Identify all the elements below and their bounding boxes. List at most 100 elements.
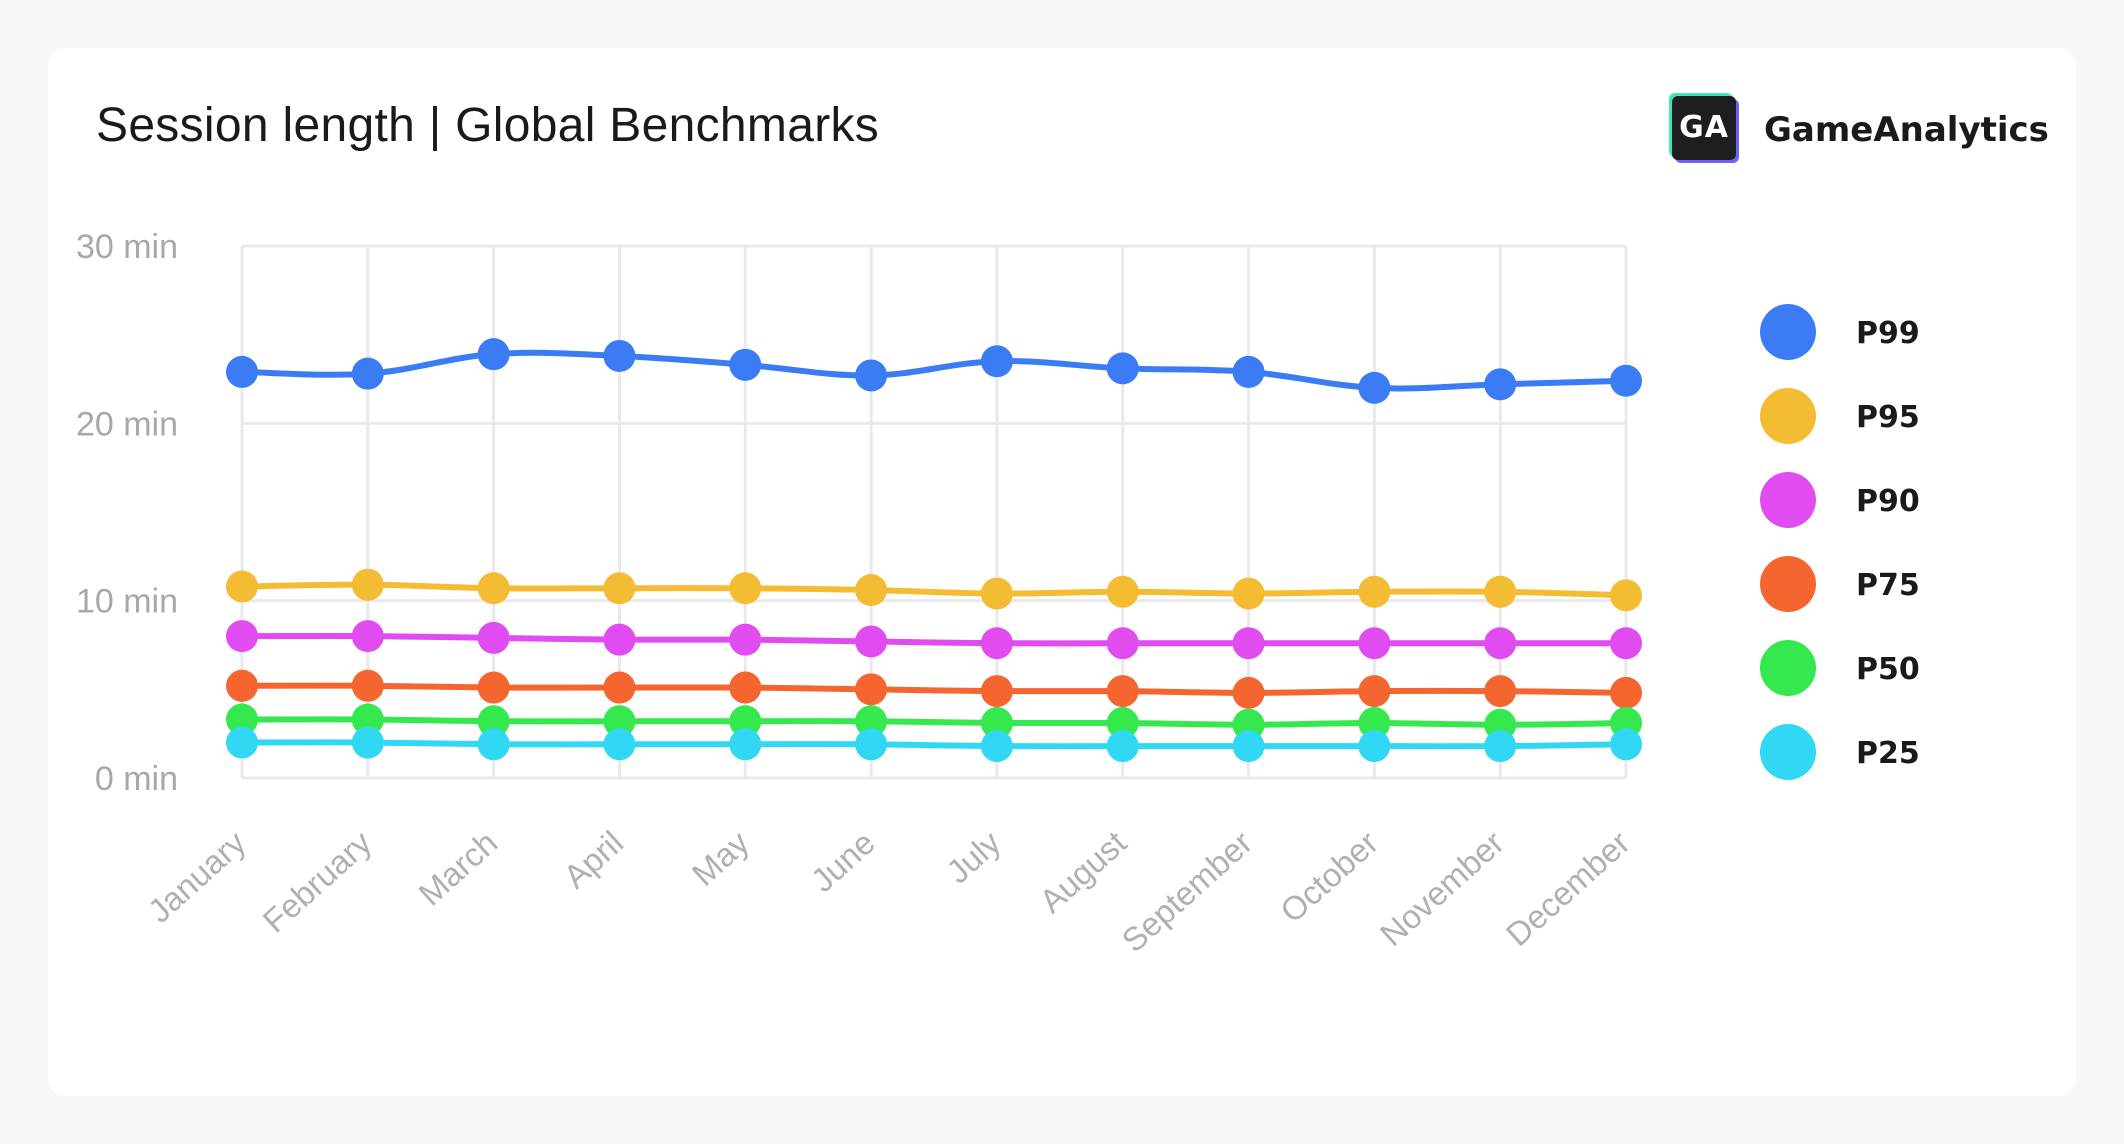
legend: P99 P95 P90 P75 P50 P25 [1760,304,1920,780]
data-point[interactable] [1610,579,1642,612]
data-point[interactable] [1610,364,1642,397]
legend-label: P25 [1856,736,1920,771]
data-point[interactable] [729,572,762,605]
data-point[interactable] [729,623,762,656]
data-point[interactable] [226,620,258,653]
legend-item-p75[interactable]: P75 [1760,556,1920,612]
x-tick-label: October [1273,824,1385,930]
data-point[interactable] [1232,730,1265,763]
x-tick-label: June [804,824,882,899]
series-line [239,581,1629,599]
legend-item-p95[interactable]: P95 [1760,388,1920,444]
data-point[interactable] [477,671,510,704]
legend-label: P95 [1856,400,1920,435]
data-point[interactable] [1232,577,1265,610]
data-point[interactable] [351,568,384,601]
data-point[interactable] [351,726,384,759]
data-point[interactable] [729,728,762,761]
data-point[interactable] [1610,676,1642,709]
legend-swatch [1760,472,1816,528]
x-tick-label: January [141,823,253,929]
data-point[interactable] [855,673,888,706]
data-point[interactable] [855,728,888,761]
data-point[interactable] [1232,676,1265,709]
gameanalytics-logo-icon: GA [1672,96,1736,160]
data-point[interactable] [980,345,1013,378]
data-point[interactable] [1358,675,1391,708]
data-point[interactable] [1106,352,1139,385]
chart-card [48,48,2076,1096]
data-point[interactable] [855,359,888,392]
data-point[interactable] [477,572,510,605]
data-point[interactable] [1484,675,1517,708]
legend-item-p99[interactable]: P99 [1760,304,1920,360]
data-point[interactable] [980,675,1013,708]
data-point[interactable] [351,357,384,390]
data-point[interactable] [729,348,762,381]
data-point[interactable] [1358,575,1391,608]
data-point[interactable] [855,574,888,607]
data-point[interactable] [477,705,510,738]
data-point[interactable] [226,703,258,736]
series-line [239,632,1629,647]
data-point[interactable] [1106,627,1139,660]
data-point[interactable] [226,570,258,603]
data-point[interactable] [980,730,1013,763]
series-p99 [226,338,1642,404]
data-point[interactable] [1106,675,1139,708]
data-point[interactable] [855,625,888,658]
legend-swatch [1760,724,1816,780]
data-point[interactable] [1358,371,1391,404]
data-point[interactable] [477,338,510,371]
data-point[interactable] [1358,707,1391,740]
data-point[interactable] [603,623,636,656]
legend-swatch [1760,556,1816,612]
legend-item-p50[interactable]: P50 [1760,640,1920,696]
x-tick-label: August [1032,824,1133,920]
data-point[interactable] [226,355,258,388]
data-point[interactable] [477,728,510,761]
data-point[interactable] [1484,730,1517,763]
data-point[interactable] [226,726,258,759]
x-tick-label: April [556,824,630,896]
data-point[interactable] [980,627,1013,660]
data-point[interactable] [980,707,1013,740]
data-point[interactable] [1358,730,1391,763]
data-point[interactable] [1106,575,1139,608]
data-point[interactable] [226,669,258,702]
legend-label: P75 [1856,568,1920,603]
data-point[interactable] [603,572,636,605]
x-tick-label: December [1499,824,1637,953]
chart-grid [240,244,1628,780]
data-point[interactable] [1232,627,1265,660]
series-line [239,716,1629,728]
data-point[interactable] [1484,627,1517,660]
y-tick-label: 0 min [95,760,178,798]
series-line [239,739,1629,750]
legend-item-p90[interactable]: P90 [1760,472,1920,528]
data-point[interactable] [1106,730,1139,763]
data-point[interactable] [980,577,1013,610]
chart-title: Session length | Global Benchmarks [96,99,880,152]
data-point[interactable] [1484,368,1517,401]
data-point[interactable] [855,705,888,738]
data-point[interactable] [603,339,636,372]
data-point[interactable] [351,669,384,702]
data-point[interactable] [1610,627,1642,660]
data-point[interactable] [1358,627,1391,660]
data-point[interactable] [477,621,510,654]
data-point[interactable] [1484,575,1517,608]
data-point[interactable] [729,705,762,738]
data-point[interactable] [1106,707,1139,740]
data-point[interactable] [1232,355,1265,388]
data-point[interactable] [1610,728,1642,761]
data-point[interactable] [603,705,636,738]
data-point[interactable] [351,620,384,653]
series-line [239,682,1629,696]
data-point[interactable] [351,703,384,736]
legend-item-p25[interactable]: P25 [1760,724,1920,780]
data-point[interactable] [603,671,636,704]
data-point[interactable] [729,671,762,704]
data-point[interactable] [603,728,636,761]
